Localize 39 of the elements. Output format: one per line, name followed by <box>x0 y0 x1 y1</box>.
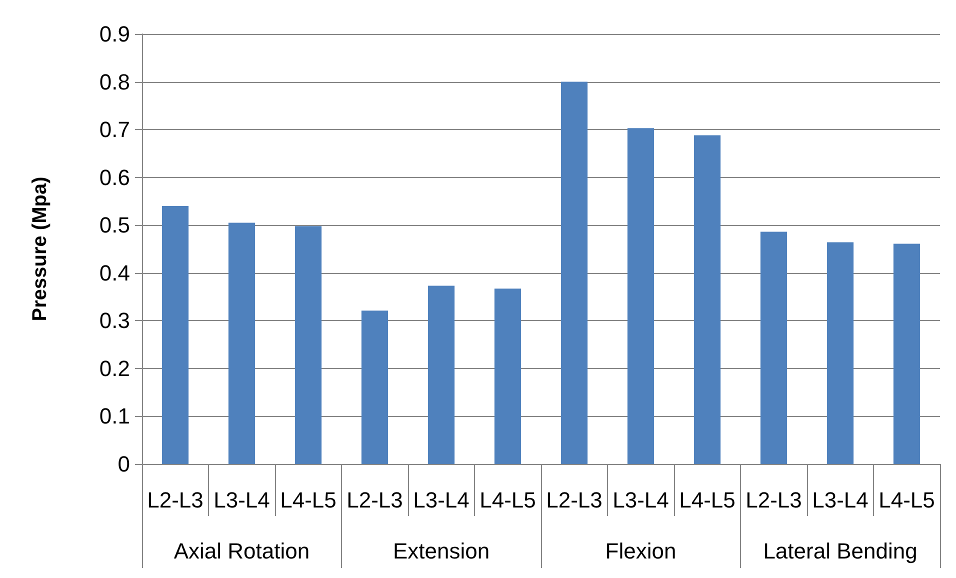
y-tick-label: 0.9 <box>99 22 130 46</box>
y-tick-label: 0.3 <box>99 308 130 334</box>
bar <box>627 128 654 464</box>
text: Lateral Bending <box>763 538 918 564</box>
bar <box>162 206 189 464</box>
x-tick-label: L4-L5 <box>480 488 536 512</box>
x-tick-label: L3-L4 <box>413 488 470 512</box>
x-tick-label: L2-L3 <box>346 488 403 512</box>
bar <box>361 310 388 464</box>
bar <box>228 222 256 464</box>
bar <box>494 288 522 464</box>
text: Extension <box>392 538 490 564</box>
bar <box>694 135 721 464</box>
x-tick-label: L3-L4 <box>214 488 270 512</box>
bar <box>294 226 322 464</box>
x-tick-label: L4-L5 <box>280 488 336 512</box>
bar <box>893 244 920 464</box>
bar <box>428 286 455 464</box>
text: Flexion <box>605 538 676 564</box>
x-tick-label: L4-L5 <box>878 488 935 512</box>
x-tick-label: L2-L3 <box>746 488 802 512</box>
x-tick-label: L3-L4 <box>812 488 868 512</box>
y-tick-label: 0.7 <box>99 117 130 142</box>
y-tick-label: 0.4 <box>99 260 130 286</box>
y-tick-label: 0.5 <box>99 212 130 238</box>
y-tick-label: 0 <box>118 452 130 476</box>
text: Axial Rotation <box>174 538 310 564</box>
y-axis-title: Pressure (Mpa) <box>29 176 51 322</box>
y-tick-label: 0.6 <box>99 164 130 190</box>
y-tick-label: 0.2 <box>99 356 130 381</box>
y-tick-label: 0.8 <box>99 69 130 94</box>
bar <box>826 242 854 464</box>
x-tick-label: L2-L3 <box>546 488 602 512</box>
bar <box>560 82 588 464</box>
y-tick-label: 0.1 <box>99 404 130 429</box>
x-tick-label: L4-L5 <box>679 488 736 512</box>
x-tick-label: L3-L4 <box>612 488 669 512</box>
x-tick-label: L2-L3 <box>147 488 204 512</box>
bar <box>760 232 788 464</box>
